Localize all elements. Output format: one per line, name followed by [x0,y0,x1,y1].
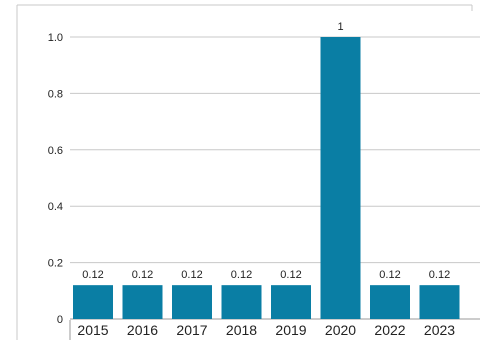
x-tick-label: 2016 [127,322,158,338]
bar [172,285,212,319]
x-tick-label: 2017 [176,322,207,338]
value-label: 0.12 [181,269,202,281]
bar [73,285,113,319]
x-tick-label: 2020 [325,322,356,338]
bar [419,285,460,319]
x-tick-label: 2015 [77,322,108,338]
x-tick-label: 2019 [275,322,306,338]
bar [221,285,262,319]
x-tick-labels: 2015 2016 2017 2018 2019 2020 2022 2023 [77,322,455,338]
bar [271,285,311,319]
bar [370,285,410,319]
y-tick-label: 1.0 [48,32,63,44]
bars [73,37,460,319]
y-tick-label: 0.4 [48,201,63,213]
value-label: 0.12 [429,269,450,281]
y-tick-label: 0.2 [48,258,63,270]
value-label: 1 [337,21,343,33]
chart-frame [16,4,473,340]
bar [320,37,361,319]
value-label: 0.12 [231,269,252,281]
x-tick-label: 2018 [226,322,257,338]
y-tick-label: 0.6 [48,145,63,157]
y-tick-label: 0 [57,314,63,326]
bar [122,285,163,319]
value-label: 0.12 [379,269,400,281]
value-label: 0.12 [82,269,103,281]
value-label: 0.12 [132,269,153,281]
y-tick-label: 0.8 [48,88,63,100]
value-label: 0.12 [280,269,301,281]
x-tick-label: 2023 [424,322,455,338]
x-tick-label: 2022 [374,322,405,338]
value-labels: 0.12 0.12 0.12 0.12 0.12 1 0.12 0.12 [82,21,450,281]
y-tick-labels: 0 0.2 0.4 0.6 0.8 1.0 [48,32,63,326]
